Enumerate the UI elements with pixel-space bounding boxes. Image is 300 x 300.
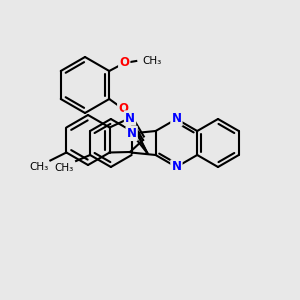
Text: N: N (171, 160, 182, 173)
Text: CH₃: CH₃ (29, 163, 48, 172)
Text: N: N (171, 112, 182, 125)
Text: CH₃: CH₃ (55, 163, 74, 173)
Text: N: N (125, 112, 135, 124)
Text: N: N (127, 127, 136, 140)
Text: CH₃: CH₃ (142, 56, 161, 66)
Text: O: O (119, 56, 129, 70)
Text: O: O (118, 103, 128, 116)
